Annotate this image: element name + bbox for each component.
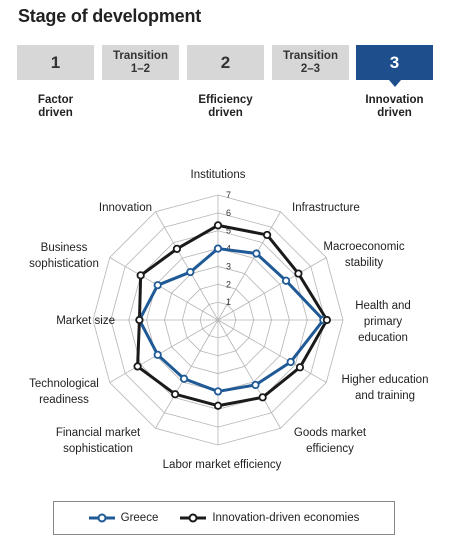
- data-point-greece: [213, 244, 223, 253]
- axis-label: Goods market efficiency: [294, 427, 367, 455]
- chart-legend: Greece Innovation-driven economies: [53, 501, 395, 535]
- data-point-innovation: [213, 221, 223, 230]
- data-point-greece: [252, 249, 261, 258]
- data-point-greece: [186, 267, 195, 277]
- greece-line-marker-icon: [88, 513, 115, 523]
- tick-label: 6: [226, 208, 231, 218]
- stage-box-2: Transition 1–2: [102, 45, 179, 80]
- stage-caption-3: Efficiency driven: [198, 94, 253, 119]
- grid-spoke: [109, 319, 219, 383]
- stage-caption-1: Factor driven: [37, 94, 74, 119]
- data-point-innovation: [263, 230, 272, 240]
- data-point-innovation: [135, 315, 144, 325]
- tick-label: 5: [226, 226, 231, 236]
- data-point-innovation: [322, 315, 332, 325]
- axis-label: Infrastructure: [292, 202, 360, 214]
- data-point-innovation: [136, 271, 145, 280]
- grid-spoke: [217, 211, 281, 321]
- tick-label: 1: [226, 297, 231, 307]
- stage-box-4: Transition 2–3: [272, 45, 349, 80]
- legend-label-greece: Greece: [120, 512, 159, 524]
- data-point-greece: [153, 281, 162, 290]
- data-point-greece: [213, 387, 223, 396]
- data-point-greece: [153, 350, 162, 359]
- axis-label: Higher education and training: [342, 374, 429, 402]
- legend-item-greece: Greece: [88, 512, 159, 524]
- data-point-innovation: [213, 401, 223, 410]
- grid-spoke: [155, 319, 219, 429]
- grid-spoke: [217, 319, 281, 429]
- data-point-greece: [286, 357, 295, 367]
- stage-caption-5: Innovation driven: [365, 94, 424, 119]
- data-point-innovation: [295, 363, 305, 372]
- data-point-greece: [281, 276, 291, 285]
- axis-label: Institutions: [191, 169, 246, 181]
- data-point-innovation: [294, 269, 303, 278]
- data-point-innovation: [258, 393, 267, 402]
- axis-label: Financial market sophistication: [56, 427, 141, 455]
- axis-label: Technological readiness: [29, 378, 99, 406]
- stage-box-1: 1: [17, 45, 94, 80]
- grid-spoke: [217, 257, 327, 321]
- data-point-innovation: [133, 362, 142, 371]
- radar-chart: 1234567InstitutionsInfrastructureMacroec…: [29, 169, 429, 471]
- tick-label: 2: [226, 279, 231, 289]
- axis-label: Market size: [56, 315, 115, 327]
- grid-spoke: [109, 257, 219, 321]
- axis-label: Macroeconomic stability: [323, 241, 404, 269]
- stage-box-3: 2: [187, 45, 264, 80]
- data-point-greece: [179, 374, 189, 383]
- legend-label-innovation: Innovation-driven economies: [212, 512, 360, 524]
- axis-label: Business sophistication: [29, 242, 99, 270]
- legend-item-innovation: Innovation-driven economies: [180, 512, 359, 524]
- page-title: Stage of development: [18, 6, 202, 26]
- data-point-innovation: [171, 390, 180, 399]
- axis-label: Labor market efficiency: [163, 459, 282, 471]
- axis-label: Health and primary education: [355, 300, 411, 344]
- axis-label: Innovation: [99, 202, 152, 214]
- tick-label: 3: [226, 261, 231, 271]
- tick-label: 7: [226, 190, 231, 200]
- data-point-innovation: [172, 244, 182, 253]
- innovation-line-marker-icon: [180, 513, 207, 523]
- grid-spoke: [217, 319, 327, 383]
- data-point-greece: [251, 380, 260, 390]
- stage-box-5: 3: [356, 45, 433, 87]
- grid-spoke: [155, 211, 219, 321]
